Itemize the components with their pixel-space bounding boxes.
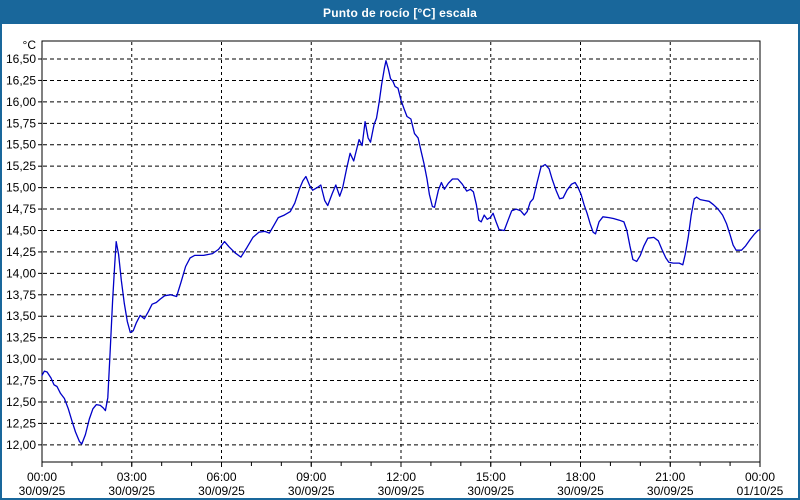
x-tick-time: 12:00 [386, 470, 416, 484]
y-tick-label: 15,50 [6, 138, 36, 152]
y-tick-label: 16,00 [6, 95, 36, 109]
y-tick-label: 14,25 [6, 245, 36, 259]
y-tick-label: 15,75 [6, 116, 36, 130]
x-tick-time: 03:00 [117, 470, 147, 484]
y-tick-label: 12,00 [6, 438, 36, 452]
x-tick-time: 15:00 [476, 470, 506, 484]
window-title-bar: Punto de rocío [°C] escala [2, 2, 798, 24]
y-tick-label: 13,00 [6, 352, 36, 366]
chart-title: Punto de rocío [°C] escala [322, 6, 478, 20]
x-tick-time: 21:00 [655, 470, 685, 484]
x-tick-date: 30/09/25 [378, 484, 425, 498]
y-tick-label: 14,00 [6, 266, 36, 280]
x-tick-time: 00:00 [745, 470, 775, 484]
y-tick-label: 12,75 [6, 374, 36, 388]
y-tick-label: 13,75 [6, 288, 36, 302]
x-tick-date: 30/09/25 [647, 484, 694, 498]
y-tick-label: 13,25 [6, 331, 36, 345]
x-tick-time: 09:00 [296, 470, 326, 484]
x-tick-date: 30/09/25 [557, 484, 604, 498]
x-tick-time: 18:00 [565, 470, 595, 484]
x-tick-date: 30/09/25 [19, 484, 66, 498]
y-tick-label: 15,25 [6, 159, 36, 173]
y-tick-label: 16,25 [6, 73, 36, 87]
y-tick-label: 12,25 [6, 416, 36, 430]
y-tick-label: 16,50 [6, 52, 36, 66]
x-tick-date: 01/10/25 [737, 484, 784, 498]
y-tick-label: 12,50 [6, 395, 36, 409]
y-tick-label: 13,50 [6, 309, 36, 323]
x-tick-date: 30/09/25 [467, 484, 514, 498]
dewpoint-chart: 16,50 16,25 16,00 15,75 15,50 15,25 15,00 14,75… [6, 38, 784, 498]
y-axis-unit: °C [23, 38, 37, 52]
x-tick-date: 30/09/25 [288, 484, 335, 498]
chart-area: 16,50 16,25 16,00 15,75 15,50 15,25 15,00 14,75… [2, 24, 798, 498]
x-tick-date: 30/09/25 [198, 484, 245, 498]
y-tick-label: 14,50 [6, 223, 36, 237]
dewpoint-series-line [41, 60, 761, 445]
x-tick-date: 30/09/25 [108, 484, 155, 498]
y-tick-label: 15,00 [6, 181, 36, 195]
x-tick-time: 06:00 [206, 470, 236, 484]
y-tick-label: 14,75 [6, 202, 36, 216]
x-tick-time: 00:00 [27, 470, 57, 484]
